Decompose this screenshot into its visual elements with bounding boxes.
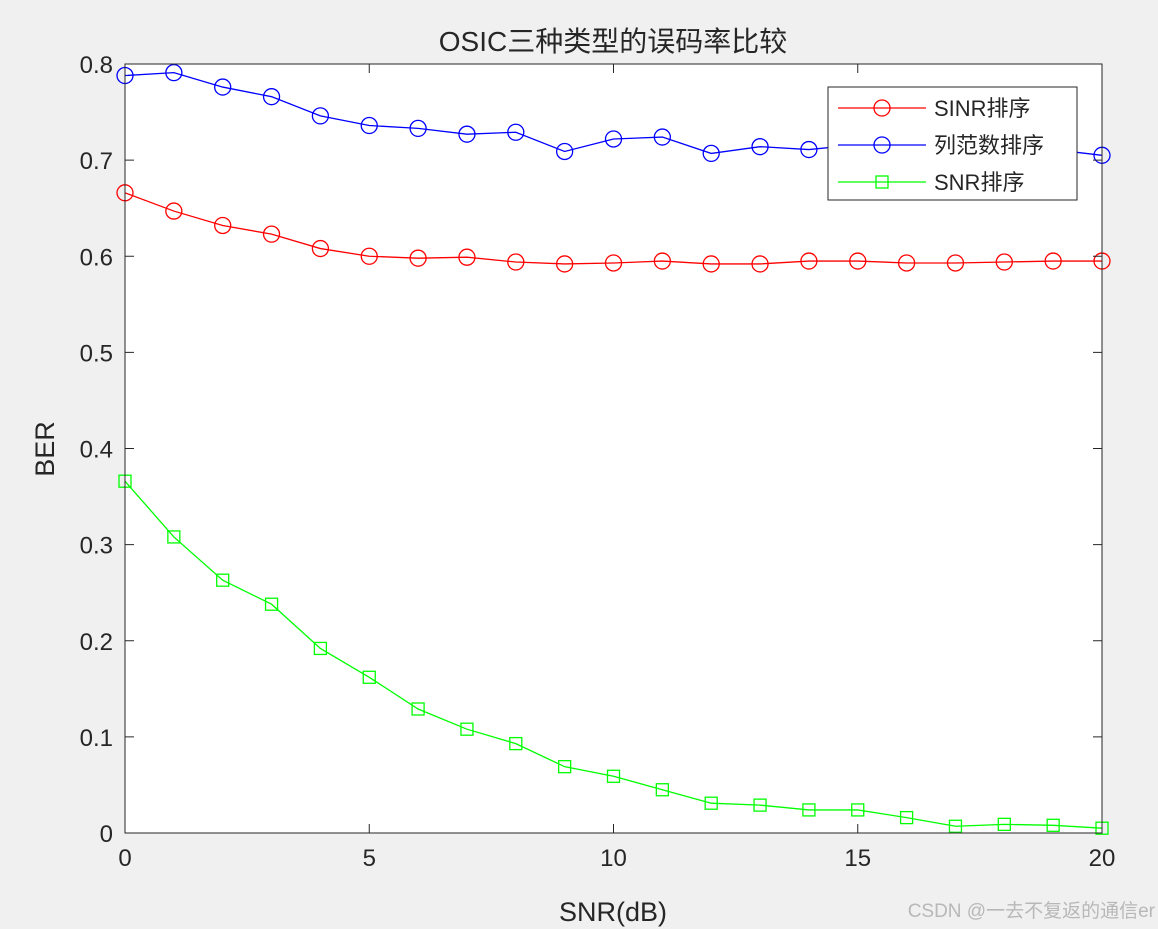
- x-tick-label: 5: [363, 845, 376, 872]
- legend-entry-0: SINR排序: [838, 96, 1031, 121]
- data-point: [411, 702, 425, 716]
- legend-label: SNR排序: [934, 170, 1024, 195]
- data-point: [165, 64, 183, 82]
- x-tick-label: 20: [1089, 845, 1116, 872]
- y-tick-label: 0.8: [80, 52, 113, 79]
- data-point: [409, 249, 427, 267]
- y-tick-label: 0.2: [80, 629, 113, 656]
- data-point: [995, 253, 1013, 271]
- data-point: [556, 255, 574, 273]
- data-point: [216, 573, 230, 587]
- data-point: [849, 252, 867, 270]
- data-point: [507, 123, 525, 141]
- data-point: [653, 128, 671, 146]
- legend-marker: [873, 136, 891, 154]
- x-tick-label: 15: [844, 845, 871, 872]
- data-point: [802, 803, 816, 817]
- series-2: [118, 474, 1109, 835]
- data-point: [800, 140, 818, 159]
- data-point: [458, 125, 476, 143]
- axes: 0 5 10 15 20 0 0.1 0.2 0.3 0.4 0.5 0.6 0.7 0.8: [80, 52, 1116, 872]
- data-point: [458, 248, 476, 266]
- data-point: [1044, 252, 1062, 270]
- data-point: [262, 88, 281, 106]
- data-point: [167, 530, 181, 544]
- data-point: [753, 798, 767, 812]
- legend-box: [827, 86, 1078, 201]
- data-point: [313, 641, 328, 656]
- data-point: [655, 783, 669, 797]
- chart-title: OSIC三种类型的误码率比较: [439, 26, 787, 57]
- data-point: [311, 107, 330, 125]
- data-point: [946, 254, 965, 272]
- data-point: [264, 597, 279, 611]
- series-line: [124, 192, 1102, 265]
- legend-marker: [873, 99, 891, 117]
- data-point: [751, 255, 769, 273]
- y-tick-label: 0: [100, 821, 113, 848]
- legend-label: SINR排序: [934, 96, 1031, 121]
- x-tick-label: 10: [600, 845, 627, 872]
- data-point: [702, 255, 720, 273]
- y-tick-label: 0.6: [80, 244, 113, 271]
- data-point: [899, 810, 914, 825]
- data-point: [702, 144, 720, 163]
- y-tick-label: 0.1: [80, 725, 113, 752]
- x-axis-title: SNR(dB): [559, 897, 667, 927]
- watermark: CSDN @一去不复返的通信er: [908, 900, 1156, 922]
- data-point: [1046, 818, 1060, 832]
- data-point: [800, 252, 818, 270]
- y-tick-label: 0.5: [80, 340, 113, 367]
- data-point: [214, 216, 232, 235]
- data-point: [558, 760, 572, 774]
- data-point: [507, 253, 525, 271]
- data-point: [604, 254, 623, 272]
- data-point: [362, 670, 376, 684]
- legend-marker: [875, 175, 889, 189]
- data-point: [606, 769, 621, 783]
- data-point: [751, 138, 769, 156]
- data-point: [360, 247, 378, 265]
- data-point: [556, 142, 574, 161]
- data-point: [653, 252, 671, 270]
- data-point: [165, 202, 183, 220]
- legend-entry-1: 列范数排序: [838, 133, 1044, 158]
- y-tick-label: 0.4: [80, 437, 113, 464]
- series-line: [124, 480, 1103, 829]
- legend-label: 列范数排序: [934, 133, 1044, 158]
- legend-entry-2: SNR排序: [838, 170, 1024, 195]
- data-point: [262, 225, 281, 243]
- y-tick-label: 0.3: [80, 533, 113, 560]
- y-tick-label: 0.7: [80, 148, 113, 175]
- data-point: [704, 796, 718, 810]
- x-tick-label: 0: [118, 845, 131, 872]
- data-point: [948, 819, 963, 833]
- y-axis-title: BER: [30, 421, 60, 477]
- data-point: [851, 803, 865, 817]
- data-point: [604, 130, 623, 148]
- data-point: [997, 817, 1011, 831]
- data-point: [897, 254, 916, 272]
- data-point: [409, 119, 427, 138]
- series-marks: [116, 64, 1111, 835]
- data-point: [311, 239, 330, 258]
- data-point: [214, 78, 232, 96]
- data-point: [509, 736, 523, 751]
- data-point: [460, 722, 474, 736]
- data-point: [360, 116, 378, 135]
